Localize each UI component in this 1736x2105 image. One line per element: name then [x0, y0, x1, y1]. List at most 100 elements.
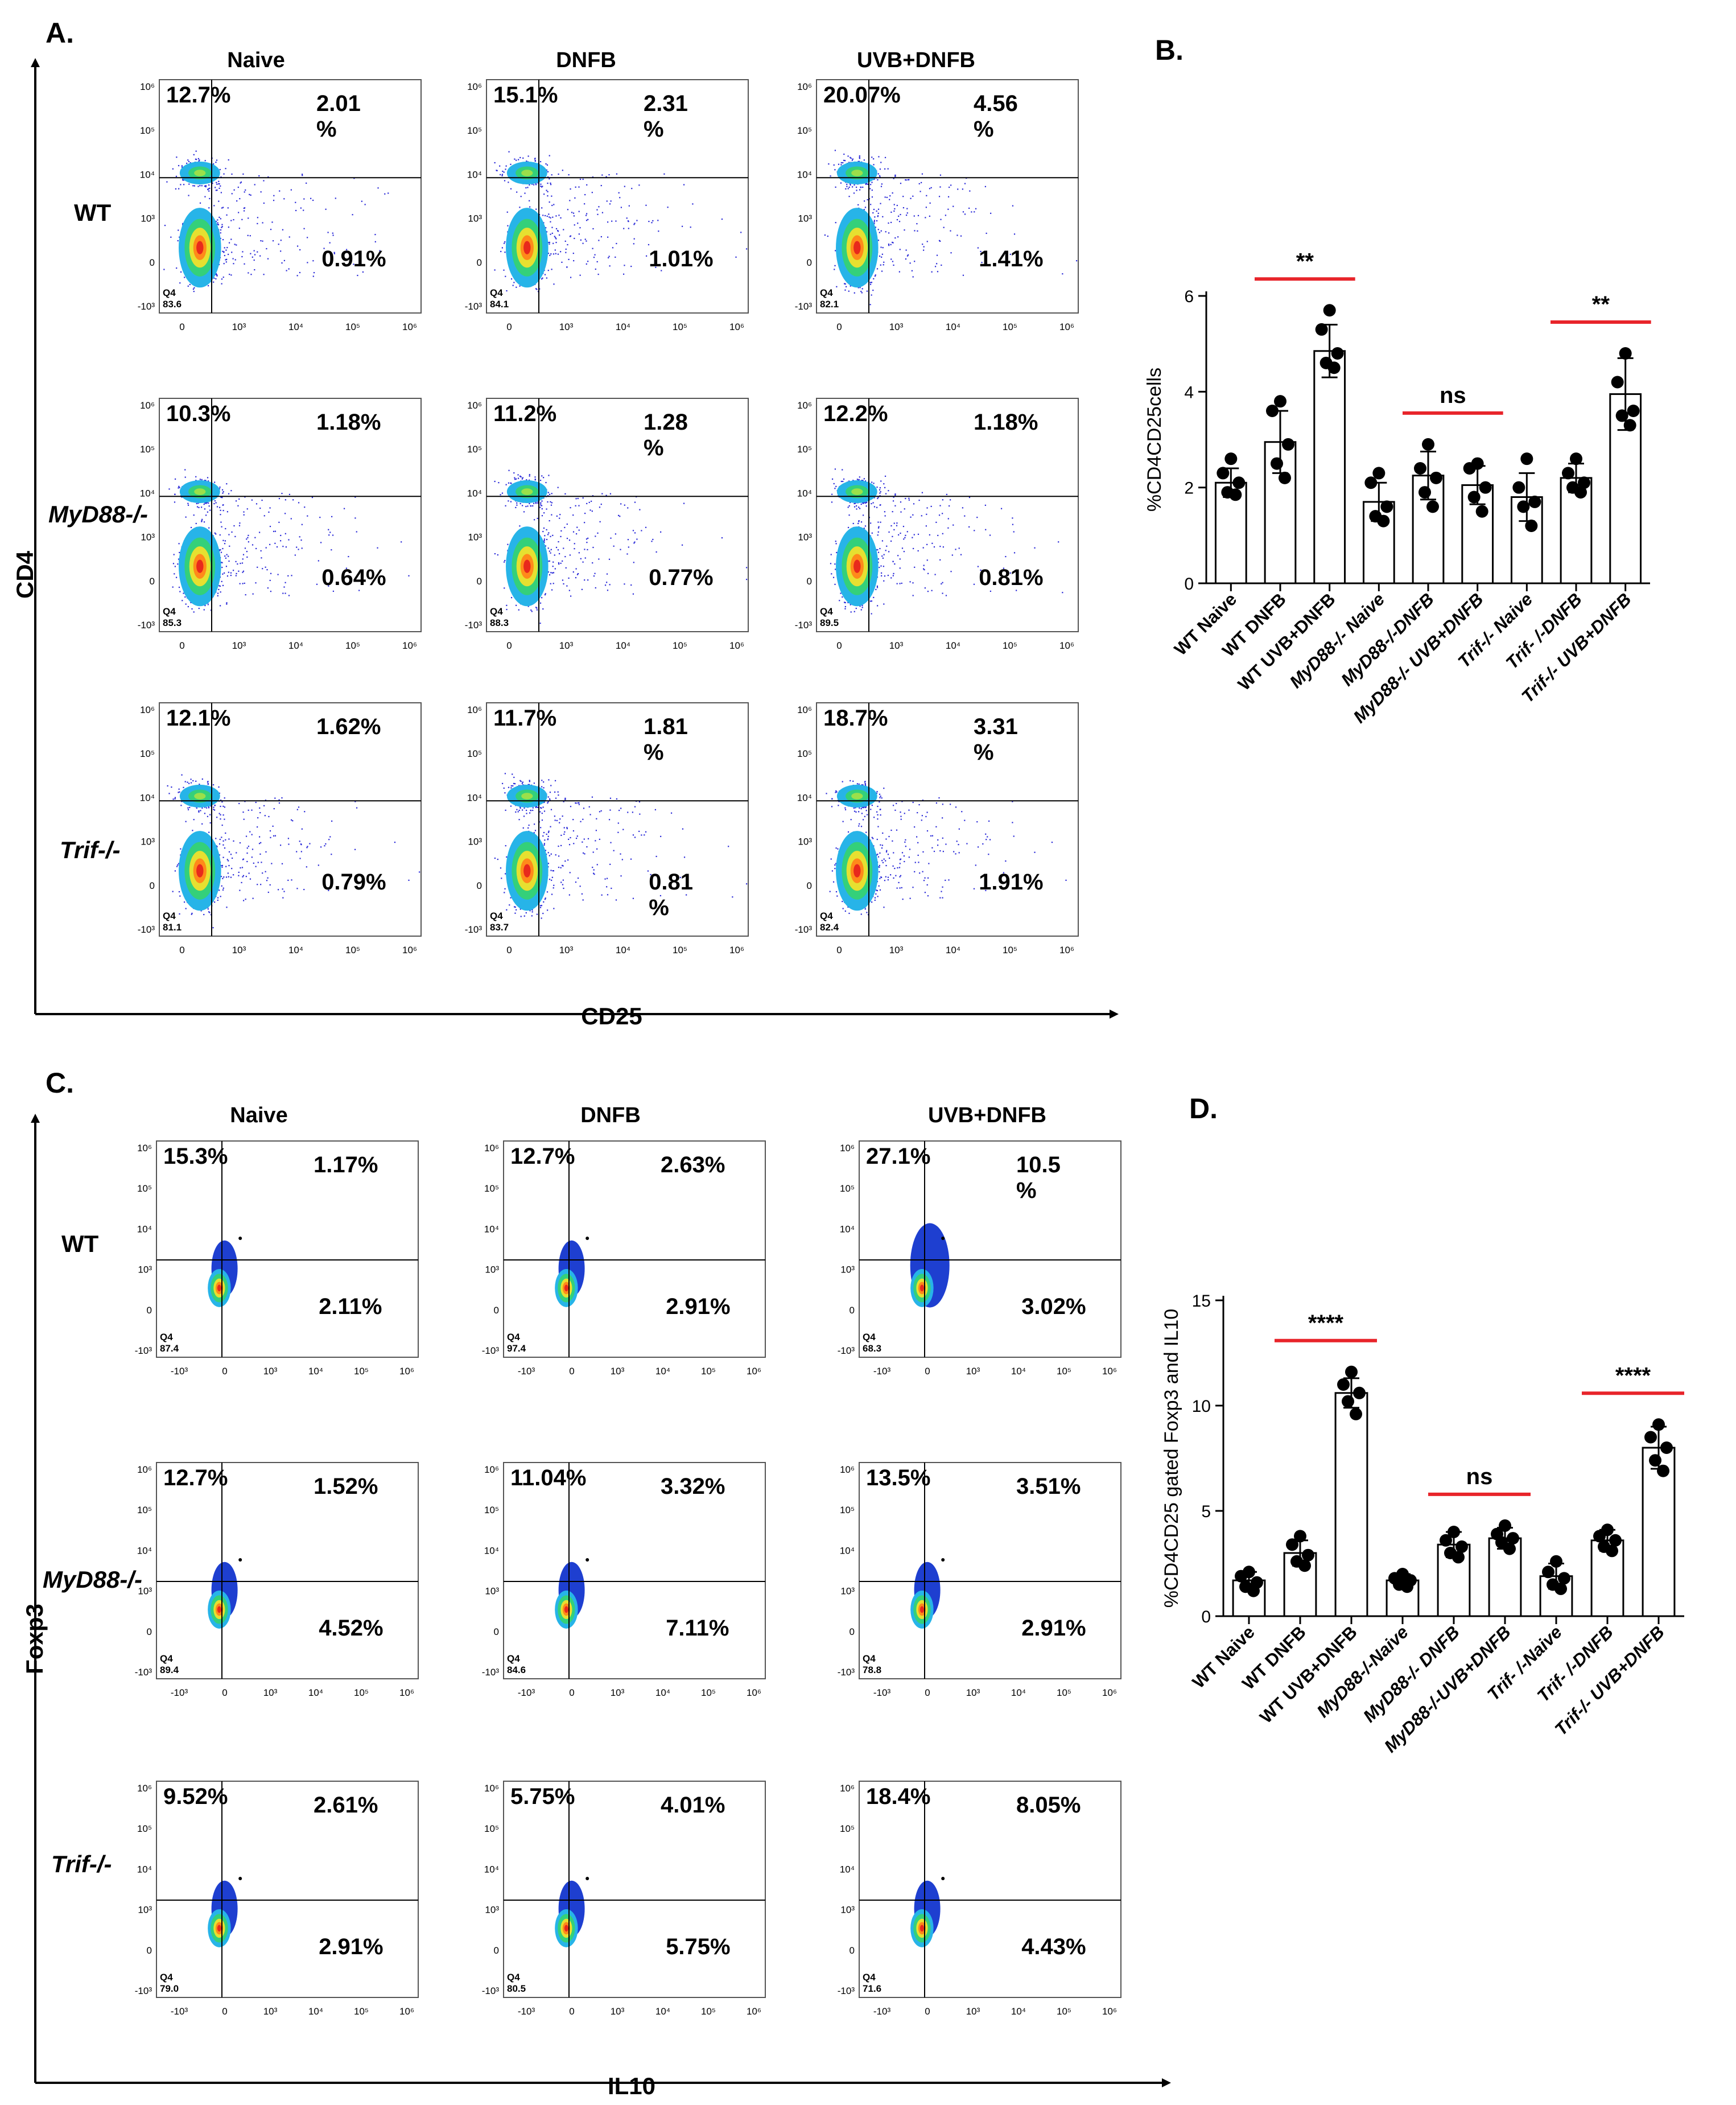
facs-event-dot [853, 184, 855, 186]
facs-event-dot [221, 283, 222, 285]
facs-event-dot [220, 605, 221, 607]
facs-event-dot [907, 254, 909, 256]
facs-event-dot [362, 271, 364, 273]
facs-event-dot [377, 187, 379, 189]
facs-event-dot [387, 192, 389, 194]
facs-event-dot [626, 217, 628, 219]
facs-event-dot [179, 282, 181, 284]
facs-event-dot [565, 248, 567, 250]
facs-event-dot [550, 583, 551, 584]
facs-event-dot [591, 500, 592, 502]
facs-event-dot [549, 493, 551, 495]
facs-event-dot [882, 216, 884, 217]
facs-x-tick-label: 10⁴ [616, 322, 630, 332]
facs-event-dot [879, 487, 881, 489]
facs-event-dot [521, 478, 523, 480]
facs-event-dot [1009, 253, 1011, 256]
facs-event-dot [215, 190, 217, 191]
facs-event-dot [184, 596, 186, 598]
facs-event-dot [836, 286, 838, 287]
facs-event-dot [219, 506, 221, 508]
facs-event-dot [877, 173, 879, 175]
facs-event-dot [892, 242, 894, 244]
facs-density-contour [521, 488, 533, 495]
facs-event-dot [610, 200, 612, 202]
facs-event-dot [880, 565, 882, 567]
facs-event-dot [586, 502, 588, 505]
facs-event-dot [505, 505, 506, 506]
facs-event-dot [574, 237, 575, 240]
facs-event-dot [906, 531, 908, 533]
facs-event-dot [358, 590, 360, 591]
facs-event-dot [627, 539, 629, 541]
facs-event-dot [574, 548, 575, 550]
facs-event-dot [888, 222, 889, 224]
facs-event-dot [204, 160, 206, 162]
facs-event-dot [295, 201, 296, 203]
facs-event-dot [384, 193, 386, 195]
facs-event-dot [910, 516, 912, 518]
facs-event-dot [508, 482, 510, 484]
facs-event-dot [510, 188, 512, 190]
facs-event-dot [910, 197, 912, 199]
facs-quadrant-lr-pct: 1.01% [649, 246, 713, 271]
facs-event-dot [535, 502, 537, 504]
facs-event-dot [218, 585, 220, 587]
facs-event-dot [222, 510, 224, 512]
facs-event-dot [513, 282, 515, 283]
facs-event-dot [222, 573, 224, 575]
facs-event-dot [267, 587, 269, 589]
facs-event-dot [231, 531, 233, 533]
facs-event-dot [248, 217, 249, 219]
facs-event-dot [548, 475, 550, 476]
facs-event-dot [577, 497, 579, 500]
facs-event-dot [865, 501, 867, 503]
facs-event-dot [184, 277, 185, 278]
facs-event-dot [860, 186, 861, 188]
facs-event-dot [847, 188, 849, 190]
facs-event-dot [215, 274, 217, 275]
facs-event-dot [345, 567, 348, 569]
facs-event-dot [833, 164, 835, 166]
facs-event-dot [884, 156, 886, 158]
facs-event-dot [548, 213, 550, 215]
facs-event-dot [853, 502, 855, 505]
facs-density-contour [194, 488, 206, 495]
facs-event-dot [847, 155, 849, 157]
facs-event-dot [284, 533, 286, 534]
facs-event-dot [218, 216, 220, 219]
facs-event-dot [189, 162, 191, 164]
facs-event-dot [537, 182, 539, 184]
facs-event-dot [877, 531, 879, 533]
facs-event-dot [550, 504, 552, 506]
facs-event-dot [905, 179, 907, 181]
facs-event-dot [300, 207, 302, 209]
facs-x-tick-label: 10⁵ [673, 640, 687, 651]
facs-event-dot [251, 544, 254, 546]
facs-event-dot [234, 259, 236, 261]
facs-event-dot [500, 174, 501, 175]
facs-event-dot [546, 215, 548, 217]
facs-y-tick-label: 10⁴ [467, 488, 482, 499]
facs-event-dot [873, 220, 875, 221]
facs-event-dot [261, 499, 263, 501]
facs-event-dot [545, 227, 547, 229]
facs-event-dot [224, 247, 225, 249]
facs-event-dot [867, 183, 869, 185]
facs-event-dot [265, 566, 266, 568]
facs-event-dot [840, 480, 842, 483]
facs-density-contour [523, 559, 531, 573]
facs-event-dot [888, 245, 890, 246]
facs-event-dot [880, 186, 883, 187]
facs-event-dot [898, 215, 900, 217]
facs-event-dot [547, 501, 549, 503]
panel-a: A. Naive DNFB UVB+DNFB WT MyD88-/- Trif-… [11, 17, 1119, 1029]
facs-event-dot [285, 546, 287, 548]
facs-event-dot [277, 574, 279, 575]
facs-event-dot [284, 592, 286, 594]
facs-event-dot [214, 500, 216, 502]
facs-event-dot [228, 159, 229, 161]
facs-event-dot [568, 590, 570, 591]
facs-event-dot [517, 477, 519, 479]
